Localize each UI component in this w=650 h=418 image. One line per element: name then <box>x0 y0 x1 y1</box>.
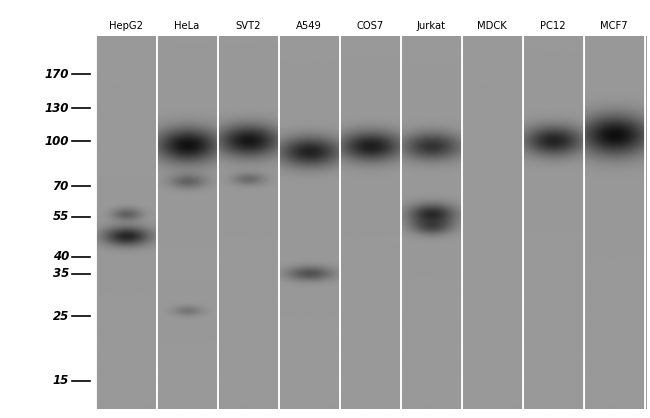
Text: 55: 55 <box>53 210 69 223</box>
Text: HepG2: HepG2 <box>109 21 143 31</box>
Text: 70: 70 <box>53 180 69 193</box>
Text: 170: 170 <box>44 68 69 81</box>
Text: 15: 15 <box>53 374 69 387</box>
Text: 100: 100 <box>44 135 69 148</box>
Text: SVT2: SVT2 <box>235 21 261 31</box>
Text: MDCK: MDCK <box>477 21 506 31</box>
Text: PC12: PC12 <box>540 21 566 31</box>
Text: COS7: COS7 <box>356 21 384 31</box>
Text: 130: 130 <box>44 102 69 115</box>
Text: 25: 25 <box>53 310 69 323</box>
Text: 35: 35 <box>53 268 69 280</box>
Text: A549: A549 <box>296 21 322 31</box>
Text: 40: 40 <box>53 250 69 263</box>
Text: Jurkat: Jurkat <box>417 21 445 31</box>
Text: MCF7: MCF7 <box>600 21 627 31</box>
Text: HeLa: HeLa <box>174 21 200 31</box>
